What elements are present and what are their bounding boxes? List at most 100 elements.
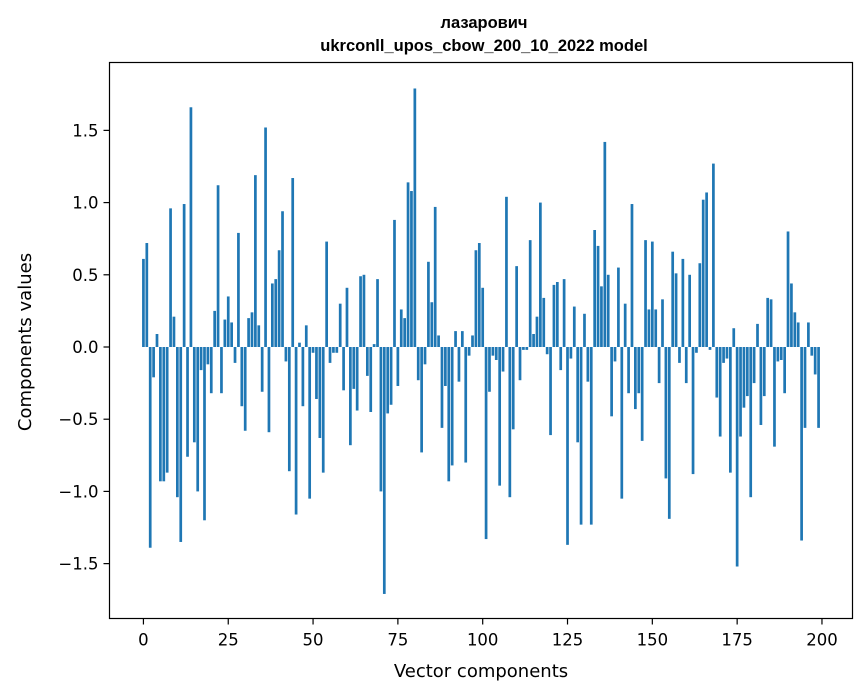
bar-40 (277, 250, 281, 347)
bar-96 (467, 347, 471, 356)
bar-188 (779, 347, 783, 360)
bar-162 (691, 347, 695, 475)
bar-180 (752, 347, 756, 384)
bar-103 (491, 347, 495, 356)
bar-43 (287, 347, 291, 472)
bar-26 (230, 322, 233, 347)
bar-186 (773, 347, 776, 447)
bar-111 (518, 347, 522, 381)
bar-175 (735, 347, 739, 567)
bar-171 (722, 347, 725, 363)
bar-50 (311, 347, 315, 353)
bar-118 (542, 297, 546, 347)
x-tick-label: 175 (721, 631, 753, 650)
bar-178 (745, 347, 749, 397)
bar-29 (240, 347, 244, 407)
bar-84 (427, 261, 430, 347)
bar-123 (559, 347, 563, 371)
bar-82 (420, 347, 423, 453)
bar-167 (708, 347, 712, 350)
bar-18 (203, 347, 206, 521)
bar-127 (572, 306, 576, 347)
bar-80 (413, 88, 417, 347)
bar-164 (698, 263, 702, 347)
bar-183 (762, 347, 766, 397)
bar-136 (603, 141, 607, 347)
bar-41 (281, 211, 284, 347)
bar-135 (600, 286, 603, 347)
bar-166 (705, 192, 708, 347)
x-tick-label: 150 (637, 631, 669, 650)
bar-156 (671, 251, 675, 347)
bar-20 (209, 347, 213, 394)
bar-31 (247, 318, 250, 347)
bar-37 (267, 347, 271, 433)
bar-154 (664, 347, 668, 479)
y-tick-label: 1.0 (72, 194, 98, 213)
bar-196 (807, 322, 810, 347)
bar-83 (423, 347, 427, 365)
bar-34 (257, 325, 261, 347)
bar-66 (365, 347, 369, 376)
bar-19 (206, 347, 210, 365)
bar-12 (182, 204, 186, 347)
y-tick-label: 0.5 (72, 266, 98, 285)
bar-series (142, 88, 820, 594)
bar-9 (172, 316, 176, 347)
bar-198 (813, 347, 817, 375)
bar-15 (192, 347, 196, 443)
bar-130 (583, 313, 586, 347)
bar-38 (270, 283, 274, 347)
bar-120 (549, 347, 552, 436)
bar-27 (233, 347, 237, 363)
bar-177 (742, 347, 746, 408)
x-axis-label: Vector components (394, 661, 568, 682)
bar-134 (596, 245, 600, 347)
bar-110 (515, 266, 518, 347)
bar-192 (793, 312, 797, 347)
bar-54 (325, 241, 328, 347)
bar-86 (433, 206, 437, 347)
bar-102 (488, 347, 491, 392)
bar-121 (552, 284, 556, 347)
bar-28 (237, 232, 240, 347)
bar-1 (145, 243, 149, 347)
bar-49 (308, 347, 312, 499)
bar-126 (569, 347, 573, 359)
bar-3 (152, 347, 155, 378)
y-axis-ticks: −1.5 −1.0 −0.5 0.0 0.5 1.0 1.5 (58, 121, 110, 574)
bar-94 (460, 331, 464, 347)
bar-16 (196, 347, 200, 492)
bar-187 (776, 347, 780, 362)
bar-14 (189, 107, 193, 348)
bar-70 (379, 347, 383, 492)
bar-91 (450, 347, 454, 466)
bar-176 (739, 347, 742, 437)
bar-112 (522, 347, 525, 350)
bar-190 (786, 231, 790, 347)
bar-194 (800, 347, 803, 541)
bar-36 (264, 127, 267, 348)
bar-61 (349, 347, 352, 446)
bar-92 (454, 331, 457, 347)
bar-71 (382, 347, 386, 594)
bar-100 (481, 287, 485, 347)
bar-195 (803, 347, 807, 428)
bar-55 (328, 347, 332, 363)
bar-105 (498, 347, 502, 486)
bar-51 (315, 347, 318, 399)
bar-64 (359, 276, 362, 347)
bar-98 (474, 250, 478, 347)
bar-158 (678, 347, 681, 363)
bar-88 (440, 347, 444, 428)
bar-77 (403, 318, 407, 347)
bar-119 (545, 347, 549, 355)
bar-46 (298, 342, 301, 347)
bar-148 (644, 240, 647, 347)
bar-131 (586, 347, 590, 382)
bar-90 (447, 347, 451, 482)
bar-89 (444, 347, 447, 386)
bar-189 (783, 347, 786, 394)
bar-163 (695, 347, 698, 353)
